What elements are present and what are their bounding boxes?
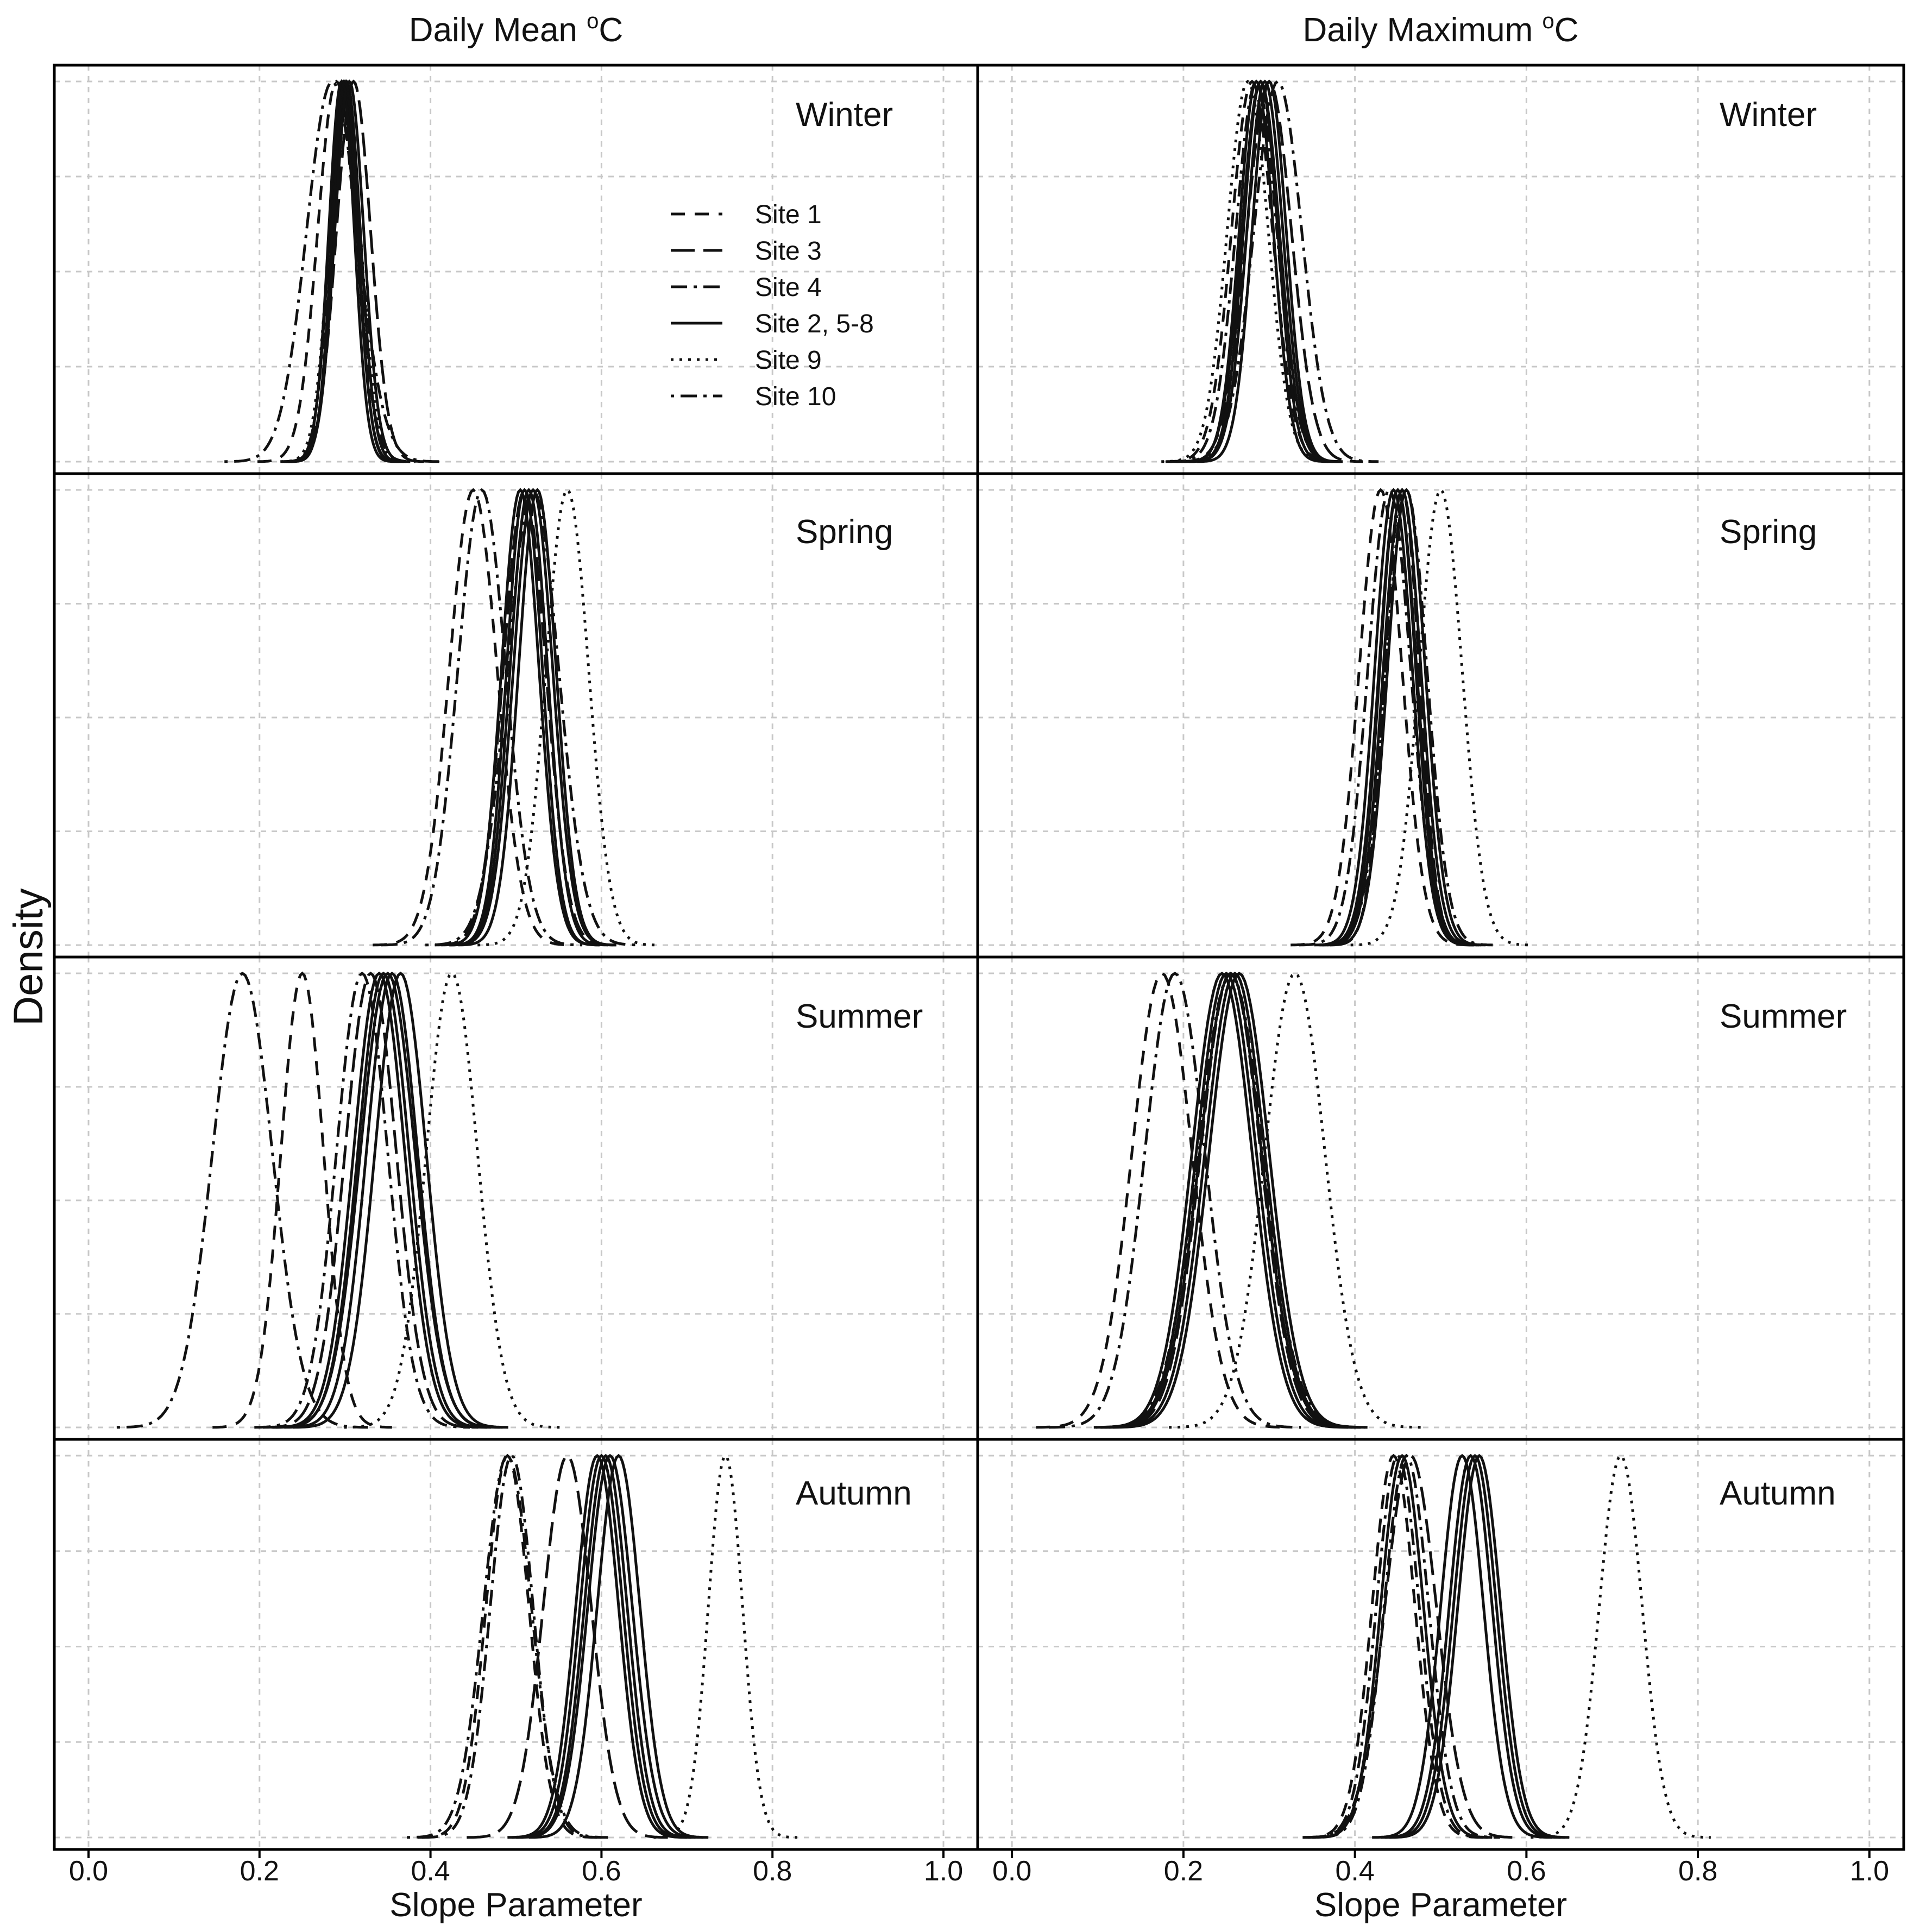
density-curve-site-1 [417, 1453, 597, 1839]
legend-label: Site 3 [755, 237, 822, 266]
density-curve-site-1 [257, 79, 416, 463]
density-curve-site-9 [653, 1453, 797, 1839]
density-curve-site-1 [373, 488, 574, 947]
season-label: Summer [1720, 998, 1847, 1035]
legend-label: Site 1 [755, 200, 822, 229]
legend-label: Site 4 [755, 273, 822, 302]
panel-winter-mean [224, 79, 440, 463]
density-curve-site-10 [1093, 972, 1368, 1429]
x-tick-label: 1.0 [924, 1855, 963, 1887]
panel-winter-max [1161, 79, 1379, 463]
x-tick-label: 0.6 [1507, 1855, 1546, 1887]
density-curve-site-2-5-8 [517, 1453, 704, 1839]
density-curve-site-9 [1169, 971, 1421, 1429]
season-label: Autumn [1720, 1475, 1836, 1512]
density-curve-site-2-5-8 [1109, 971, 1361, 1429]
panel-autumn-mean [407, 1453, 797, 1839]
density-curve-site-4 [1048, 971, 1301, 1429]
density-curve-site-2-5-8 [450, 488, 616, 947]
density-curve-site-4 [254, 971, 470, 1429]
legend-label: Site 9 [755, 346, 822, 375]
density-curve-site-1 [212, 971, 392, 1429]
density-curve-site-1 [1291, 488, 1471, 947]
panel-spring-mean [373, 488, 657, 947]
column-title: Daily Mean oC [409, 9, 623, 49]
density-curve-site-4 [381, 488, 583, 947]
x-tick-label: 0.2 [240, 1855, 279, 1887]
density-curve-site-2-5-8 [1384, 1453, 1565, 1839]
density-curve-site-2-5-8 [293, 971, 508, 1429]
density-curve-site-3 [281, 79, 426, 463]
density-curve-site-4 [421, 1453, 602, 1839]
grid-layer [54, 65, 1904, 1849]
x-axis-label: Slope Parameter [1314, 1886, 1567, 1924]
x-tick-label: 0.0 [992, 1855, 1031, 1887]
density-curve-site-10 [224, 79, 440, 463]
density-curve-site-2-5-8 [1380, 1453, 1561, 1839]
density-curve-site-2-5-8 [507, 1453, 687, 1839]
x-tick-label: 0.4 [411, 1855, 450, 1887]
season-label: Spring [1720, 513, 1817, 551]
density-curve-site-2-5-8 [1323, 488, 1482, 947]
x-tick-label: 0.8 [1678, 1855, 1717, 1887]
panel-autumn-max [1302, 1453, 1711, 1839]
density-curve-site-4 [1307, 1453, 1488, 1839]
x-tick-label: 0.2 [1164, 1855, 1203, 1887]
density-curve-site-1 [1036, 971, 1288, 1429]
density-curve-site-2-5-8 [284, 971, 500, 1429]
season-label: Summer [796, 998, 923, 1035]
density-curve-site-10 [1320, 488, 1493, 947]
density-curve-site-3 [1302, 1453, 1519, 1839]
density-curve-site-2-5-8 [1181, 79, 1340, 463]
x-tick-label: 0.8 [753, 1855, 792, 1887]
density-curve-site-2-5-8 [1389, 1453, 1570, 1839]
density-curve-site-9 [280, 79, 410, 463]
x-axis-label: Slope Parameter [389, 1886, 642, 1924]
density-curve-site-2-5-8 [512, 1453, 691, 1839]
y-axis-label: Density [5, 888, 52, 1025]
text-layer: 0.0 0.2 0.4 0.6 0.8 1.0 Slope Parameter 0.0 0.2 0… [5, 9, 1889, 1924]
x-tick-label: 1.0 [1850, 1855, 1889, 1887]
legend-label: Site 2, 5-8 [755, 310, 874, 338]
season-label: Winter [796, 96, 893, 134]
density-curve-site-2-5-8 [1314, 488, 1473, 947]
density-curve-site-3 [467, 1453, 668, 1839]
legend: Site 1 Site 3 Site 4 Site 2, 5-8 Site 9 Site … [671, 200, 874, 411]
density-curve-site-2-5-8 [449, 488, 600, 947]
legend-label: Site 10 [755, 382, 836, 411]
density-curve-site-2-5-8 [1372, 1453, 1552, 1839]
season-label: Spring [796, 513, 893, 551]
panel-summer-max [1036, 971, 1421, 1429]
curves-layer [116, 79, 1711, 1839]
density-curve-site-1 [1303, 1453, 1484, 1839]
x-tick-label: 0.0 [69, 1855, 108, 1887]
density-curve-site-2-5-8 [1327, 488, 1486, 947]
panel-summer-mean [116, 971, 560, 1429]
density-curve-site-2-5-8 [450, 488, 608, 947]
density-curve-site-2-5-8 [441, 488, 600, 947]
panel-frames-layer [53, 64, 1905, 1858]
x-tick-label: 0.4 [1335, 1855, 1374, 1887]
density-curve-site-2-5-8 [271, 971, 487, 1429]
season-label: Autumn [796, 1475, 912, 1512]
density-curve-site-2-5-8 [1197, 79, 1342, 463]
density-curve-site-10 [1176, 79, 1379, 463]
density-curve-site-2-5-8 [1312, 1453, 1493, 1839]
season-label: Winter [1720, 96, 1817, 134]
density-curve-site-2-5-8 [1318, 488, 1477, 947]
density-curve-site-3 [263, 971, 479, 1429]
density-curve-site-9 [1161, 79, 1334, 463]
density-curve-site-2-5-8 [1322, 488, 1474, 947]
panel-spring-max [1291, 488, 1531, 947]
density-curve-site-10 [116, 971, 368, 1429]
density-curve-site-10 [407, 1453, 608, 1839]
column-title: Daily Maximum oC [1303, 9, 1579, 49]
density-curve-site-2-5-8 [458, 488, 616, 947]
density-curve-site-10 [1312, 1453, 1500, 1839]
x-tick-label: 0.6 [582, 1855, 621, 1887]
density-curve-site-2-5-8 [287, 79, 396, 463]
